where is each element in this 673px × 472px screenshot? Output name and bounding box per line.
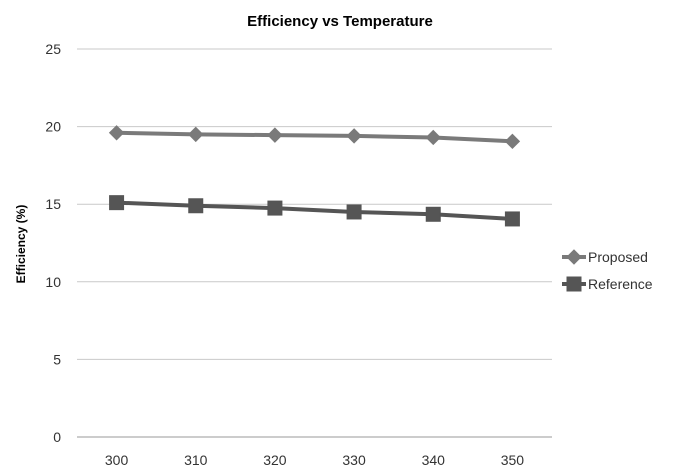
y-tick-label: 15 bbox=[45, 196, 61, 212]
x-tick-label: 310 bbox=[184, 452, 208, 468]
legend-swatch-marker bbox=[566, 276, 582, 292]
data-point-diamond bbox=[346, 128, 362, 144]
x-axis-ticks: 300 310 320 330 340 350 bbox=[105, 452, 524, 468]
y-axis-label: Efficiency (%) bbox=[14, 205, 28, 284]
data-point-diamond bbox=[504, 133, 521, 150]
data-point-diamond bbox=[267, 127, 283, 143]
data-point-square bbox=[504, 211, 520, 227]
x-tick-label: 320 bbox=[263, 452, 287, 468]
legend-label: Reference bbox=[588, 276, 653, 292]
x-tick-label: 340 bbox=[422, 452, 446, 468]
x-tick-label: 350 bbox=[501, 452, 525, 468]
data-point-square bbox=[109, 195, 125, 211]
x-tick-label: 330 bbox=[342, 452, 366, 468]
series-layer bbox=[108, 125, 521, 227]
y-axis-ticks: 0 5 10 15 20 25 bbox=[45, 41, 61, 445]
legend-item-reference: Reference bbox=[562, 276, 653, 292]
series-line bbox=[116, 130, 513, 144]
data-point-square bbox=[425, 206, 441, 222]
series-proposed bbox=[108, 125, 521, 150]
series-line bbox=[116, 200, 513, 221]
y-tick-label: 0 bbox=[53, 429, 61, 445]
data-point-square bbox=[267, 200, 283, 216]
data-point-square bbox=[188, 198, 204, 214]
legend: Proposed Reference bbox=[562, 249, 653, 292]
x-tick-label: 300 bbox=[105, 452, 129, 468]
data-point-diamond bbox=[188, 126, 204, 143]
chart-title: Efficiency vs Temperature bbox=[247, 13, 433, 30]
data-point-diamond bbox=[425, 129, 441, 146]
series-reference bbox=[109, 195, 520, 227]
data-point-diamond bbox=[108, 125, 125, 141]
y-tick-label: 5 bbox=[53, 351, 61, 367]
legend-swatch-marker bbox=[566, 249, 582, 265]
data-point-square bbox=[346, 204, 362, 220]
legend-label: Proposed bbox=[588, 249, 648, 265]
y-tick-label: 20 bbox=[45, 119, 61, 135]
y-tick-label: 10 bbox=[45, 274, 61, 290]
legend-item-proposed: Proposed bbox=[562, 249, 648, 265]
y-tick-label: 25 bbox=[45, 41, 61, 57]
